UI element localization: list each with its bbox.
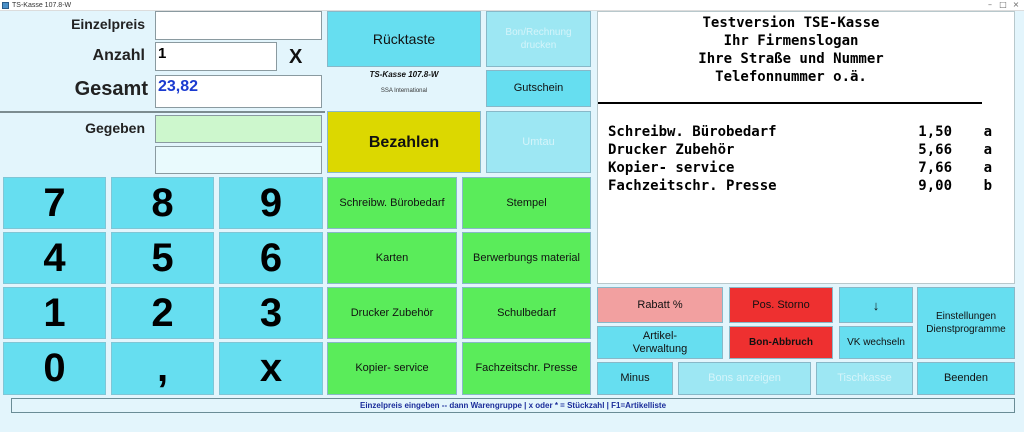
keypad-key[interactable]: 6	[219, 232, 323, 284]
close-icon[interactable]: ×	[1012, 0, 1020, 9]
keypad-key[interactable]: x	[219, 342, 323, 395]
keypad-key[interactable]: 8	[111, 177, 214, 229]
receipt-line-price: 1,50	[918, 124, 952, 140]
category-button[interactable]: Karten	[327, 232, 457, 284]
title-bar: TS-Kasse 107.8-W – □ ×	[0, 0, 1024, 11]
separator-line	[0, 111, 325, 113]
receipt-line-name: Schreibw. Bürobedarf	[608, 124, 777, 140]
bon-abbruch-button[interactable]: Bon-Abbruch	[729, 326, 833, 359]
window-title: TS-Kasse 107.8-W	[12, 2, 72, 9]
receipt-line-price: 9,00	[918, 178, 952, 194]
keypad-key[interactable]: 9	[219, 177, 323, 229]
receipt-line-tax: a	[983, 142, 992, 158]
receipt-header-line: Ihr Firmenslogan	[723, 33, 859, 49]
rabatt-button[interactable]: Rabatt %	[597, 287, 723, 323]
einzelpreis-input[interactable]	[155, 11, 322, 40]
einzelpreis-label: Einzelpreis	[71, 16, 145, 32]
bezahlen-button[interactable]: Bezahlen	[327, 111, 481, 173]
app-info: TS-Kasse 107.8-W SSA International	[327, 70, 481, 94]
minimize-icon[interactable]: –	[988, 0, 992, 9]
artikel-verwaltung-button[interactable]: Artikel- Verwaltung	[597, 326, 723, 359]
tischkasse-button[interactable]: Tischkasse	[816, 362, 913, 395]
anzahl-input[interactable]: 1	[155, 42, 277, 71]
receipt-line: Fachzeitschr. Presse 9,00 b	[608, 177, 1008, 195]
receipt-rule	[598, 102, 982, 104]
receipt-line-price: 7,66	[918, 160, 952, 176]
vk-wechseln-button[interactable]: VK wechseln	[839, 326, 913, 359]
receipt-line-tax: a	[983, 160, 992, 176]
status-bar: Einzelpreis eingeben -- dann Warengruppe…	[11, 398, 1015, 413]
keypad-key[interactable]: 5	[111, 232, 214, 284]
receipt-line-name: Fachzeitschr. Presse	[608, 178, 777, 194]
receipt-header: Testversion TSE-Kasse Ihr Firmenslogan Ihr…	[568, 12, 1014, 86]
receipt-panel: Testversion TSE-Kasse Ihr Firmenslogan Ihr…	[597, 11, 1015, 284]
category-button[interactable]: Schreibw. Bürobedarf	[327, 177, 457, 229]
receipt-header-line: Ihre Straße und Nummer	[698, 51, 884, 67]
einstellungen-button[interactable]: Einstellungen Dienstprogramme	[917, 287, 1015, 359]
receipt-line: Drucker Zubehör 5,66 a	[608, 141, 1008, 159]
keypad-key[interactable]: 4	[3, 232, 106, 284]
pos-storno-button[interactable]: Pos. Storno	[729, 287, 833, 323]
category-button[interactable]: Fachzeitschr. Presse	[462, 342, 591, 395]
beenden-button[interactable]: Beenden	[917, 362, 1015, 395]
receipt-line: Schreibw. Bürobedarf 1,50 a	[608, 123, 1008, 141]
minus-button[interactable]: Minus	[597, 362, 673, 395]
gegeben-label: Gegeben	[85, 120, 145, 136]
umtausch-button[interactable]: Umtau	[486, 111, 591, 173]
app-icon	[2, 2, 9, 9]
receipt-line-name: Kopier- service	[608, 160, 735, 176]
keypad-key[interactable]: 3	[219, 287, 323, 339]
bon-drucken-button[interactable]: Bon/Rechnung drucken	[486, 11, 591, 67]
company-name: SSA International	[380, 88, 428, 94]
bons-anzeigen-button[interactable]: Bons anzeigen	[678, 362, 811, 395]
receipt-line-price: 5,66	[918, 142, 952, 158]
receipt-header-line: Telefonnummer o.ä.	[715, 69, 867, 85]
arrow-down-button[interactable]: ↓	[839, 287, 913, 323]
keypad-key[interactable]: 2	[111, 287, 214, 339]
keypad-key[interactable]: 0	[3, 342, 106, 395]
times-symbol: X	[289, 46, 303, 68]
receipt-items: Schreibw. Bürobedarf 1,50 a Drucker Zubehör…	[608, 123, 1008, 195]
gegeben-input[interactable]	[155, 115, 322, 143]
receipt-line-tax: a	[983, 124, 992, 140]
category-button[interactable]: Stempel	[462, 177, 591, 229]
category-button[interactable]: Berwerbungs material	[462, 232, 591, 284]
receipt-line-name: Drucker Zubehör	[608, 142, 735, 158]
gutschein-button[interactable]: Gutschein	[486, 70, 591, 107]
ruecktaste-button[interactable]: Rücktaste	[327, 11, 481, 67]
category-button[interactable]: Kopier- service	[327, 342, 457, 395]
receipt-header-line: Testversion TSE-Kasse	[702, 15, 880, 31]
keypad-key[interactable]: 1	[3, 287, 106, 339]
maximize-icon[interactable]: □	[999, 0, 1007, 9]
keypad-key[interactable]: ,	[111, 342, 214, 395]
receipt-line-tax: b	[983, 178, 992, 194]
rueckgeld-display	[155, 146, 322, 174]
receipt-line: Kopier- service 7,66 a	[608, 159, 1008, 177]
gesamt-display: 23,82	[155, 75, 322, 108]
category-button[interactable]: Schulbedarf	[462, 287, 591, 339]
gesamt-label: Gesamt	[74, 78, 148, 100]
arrow-down-icon: ↓	[872, 297, 880, 313]
anzahl-label: Anzahl	[92, 47, 145, 64]
keypad-key[interactable]: 7	[3, 177, 106, 229]
category-button[interactable]: Drucker Zubehör	[327, 287, 457, 339]
app-name: TS-Kasse 107.8-W	[369, 70, 439, 79]
